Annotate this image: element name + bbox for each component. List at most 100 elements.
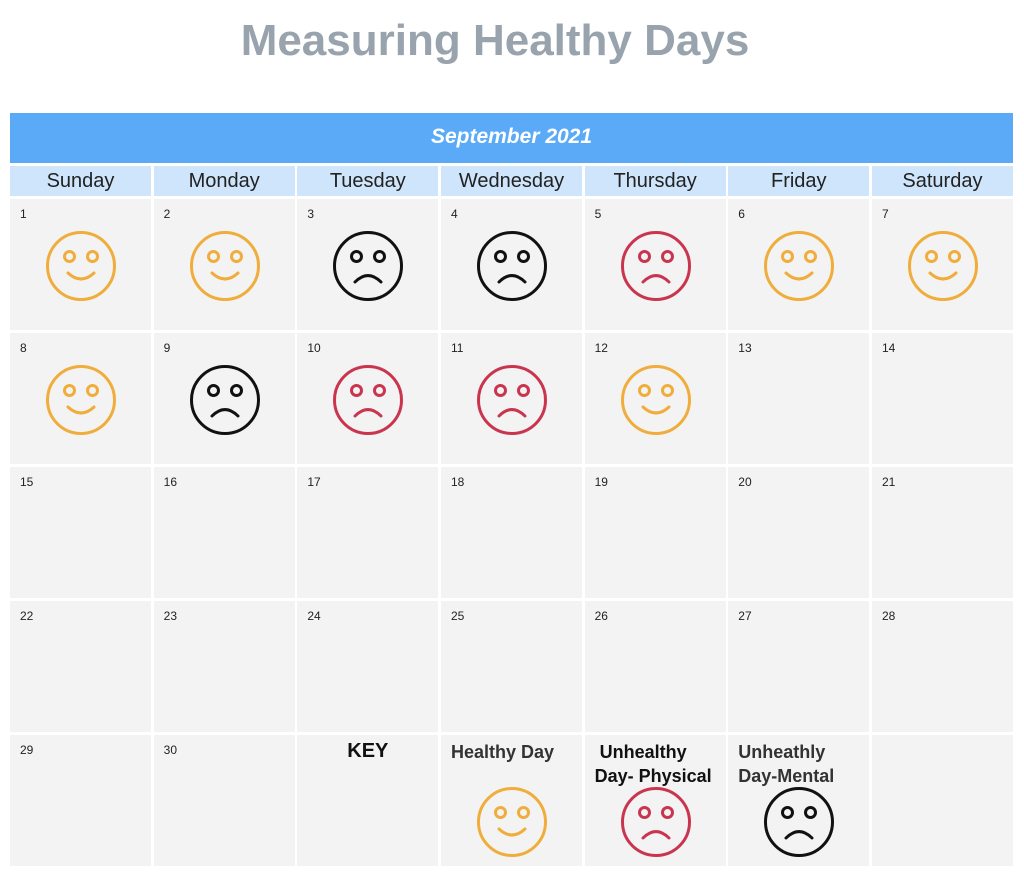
day-cell-7: 7 bbox=[871, 199, 1013, 330]
sad-face-icon bbox=[476, 231, 547, 301]
weekday-friday: Friday bbox=[728, 166, 870, 196]
day-cell-8: 8 bbox=[10, 333, 151, 464]
sad-face-icon bbox=[620, 787, 691, 857]
day-cell-2: 2 bbox=[153, 199, 295, 330]
page-title: Measuring Healthy Days bbox=[240, 16, 750, 65]
day-number: 23 bbox=[163, 609, 178, 623]
day-number: 3 bbox=[307, 207, 314, 221]
day-number: 19 bbox=[594, 475, 608, 489]
weekday-thursday: Thursday bbox=[584, 166, 726, 196]
day-cell-15: 15 bbox=[10, 467, 151, 598]
day-cell-16: 16 bbox=[153, 467, 295, 598]
key-label-line: Unheathly bbox=[738, 742, 826, 762]
weekday-sunday: Sunday bbox=[10, 166, 151, 196]
key-item-healthy: Healthy Day bbox=[440, 735, 582, 866]
day-cell-10: 10 bbox=[297, 333, 439, 464]
day-cell-24: 24 bbox=[297, 601, 439, 732]
day-cell-18: 18 bbox=[440, 467, 582, 598]
weekday-monday: Monday bbox=[153, 166, 295, 196]
day-cell-29: 29 bbox=[10, 735, 151, 866]
happy-face-icon bbox=[46, 365, 116, 435]
day-cell-5: 5 bbox=[584, 199, 726, 330]
key-label-line: Unhealthy bbox=[599, 742, 687, 762]
day-cell-4: 4 bbox=[440, 199, 582, 330]
calendar-grid: 1 2 3 4 5 6 7 8 9 10 11 12 13 14 15 16 17 18 19 20 21 22 23 24 2… bbox=[10, 199, 1013, 866]
day-cell-17: 17 bbox=[297, 467, 439, 598]
sad-face-icon bbox=[189, 365, 260, 435]
day-number: 4 bbox=[450, 207, 458, 221]
sad-face-icon bbox=[333, 365, 404, 435]
happy-face-icon bbox=[189, 231, 260, 301]
day-number: 22 bbox=[20, 609, 34, 623]
day-cell-25: 25 bbox=[440, 601, 582, 732]
day-number: 30 bbox=[163, 743, 178, 757]
day-cell-28: 28 bbox=[871, 601, 1013, 732]
weekday-header-row: Sunday Monday Tuesday Wednesday Thursday… bbox=[10, 166, 1013, 196]
day-cell-9: 9 bbox=[153, 333, 295, 464]
happy-face-icon bbox=[907, 231, 978, 301]
weekday-tuesday: Tuesday bbox=[297, 166, 439, 196]
day-number: 21 bbox=[881, 475, 896, 489]
key-label: Healthy Day bbox=[450, 742, 555, 762]
day-cell-22: 22 bbox=[10, 601, 151, 732]
day-number: 12 bbox=[594, 341, 608, 355]
week-row: 15 16 17 18 19 20 21 bbox=[10, 467, 1013, 598]
day-number: 28 bbox=[881, 609, 896, 623]
happy-face-icon bbox=[476, 787, 547, 857]
happy-face-icon bbox=[764, 231, 835, 301]
day-number: 24 bbox=[307, 609, 321, 623]
day-cell-11: 11 bbox=[440, 333, 582, 464]
day-cell-23: 23 bbox=[153, 601, 295, 732]
day-number: 5 bbox=[594, 207, 602, 221]
week-row: 8 9 10 11 12 13 14 bbox=[10, 333, 1013, 464]
day-cell-6: 6 bbox=[728, 199, 870, 330]
day-number: 1 bbox=[20, 207, 27, 221]
day-number: 18 bbox=[450, 475, 465, 489]
key-label-line: Day-Mental bbox=[738, 766, 835, 786]
day-number: 14 bbox=[881, 341, 896, 355]
day-cell-21: 21 bbox=[871, 467, 1013, 598]
day-number: 11 bbox=[450, 341, 464, 355]
key-title: KEY bbox=[347, 740, 389, 762]
day-cell-3: 3 bbox=[297, 199, 439, 330]
key-label: Unhealthy Day- Physical bbox=[595, 740, 712, 788]
day-number: 8 bbox=[20, 341, 27, 355]
sad-face-icon bbox=[476, 365, 547, 435]
key-label-line: Day- Physical bbox=[594, 766, 712, 786]
happy-face-icon bbox=[46, 231, 116, 301]
happy-face-icon bbox=[620, 365, 691, 435]
key-label: Unheathly Day-Mental bbox=[738, 740, 834, 788]
calendar: September 2021 Sunday Monday Tuesday Wed… bbox=[10, 113, 1013, 869]
day-number: 15 bbox=[20, 475, 34, 489]
day-number: 6 bbox=[738, 207, 745, 221]
day-number: 16 bbox=[163, 475, 178, 489]
weekday-wednesday: Wednesday bbox=[440, 166, 582, 196]
day-number: 17 bbox=[307, 475, 321, 489]
day-cell-14: 14 bbox=[871, 333, 1013, 464]
day-cell-20: 20 bbox=[728, 467, 870, 598]
week-row: 29 30 KEY Healthy Day Unhealthy Day- Physical… bbox=[10, 735, 1013, 866]
sad-face-icon bbox=[333, 231, 404, 301]
week-row: 1 2 3 4 5 6 7 bbox=[10, 199, 1013, 330]
week-row: 22 23 24 25 26 27 28 bbox=[10, 601, 1013, 732]
day-cell-30: 30 bbox=[153, 735, 295, 866]
key-item-mental: Unheathly Day-Mental bbox=[728, 735, 870, 866]
day-number: 7 bbox=[881, 207, 889, 221]
day-number: 27 bbox=[738, 609, 752, 623]
day-number: 29 bbox=[20, 743, 34, 757]
day-cell-12: 12 bbox=[584, 333, 726, 464]
day-number: 9 bbox=[163, 341, 171, 355]
day-number: 26 bbox=[594, 609, 608, 623]
day-cell-26: 26 bbox=[584, 601, 726, 732]
weekday-saturday: Saturday bbox=[871, 166, 1013, 196]
day-number: 20 bbox=[738, 475, 752, 489]
empty-cell bbox=[871, 735, 1013, 866]
day-cell-13: 13 bbox=[728, 333, 870, 464]
month-title: September 2021 bbox=[10, 113, 1013, 163]
day-number: 10 bbox=[307, 341, 321, 355]
day-cell-1: 1 bbox=[10, 199, 151, 330]
day-number: 2 bbox=[163, 207, 171, 221]
sad-face-icon bbox=[620, 231, 691, 301]
day-cell-27: 27 bbox=[728, 601, 870, 732]
day-number: 13 bbox=[738, 341, 752, 355]
